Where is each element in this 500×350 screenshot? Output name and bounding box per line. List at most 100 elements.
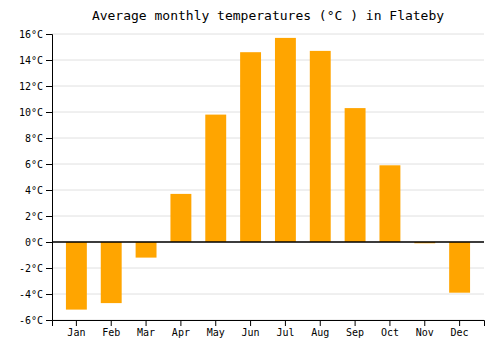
x-tick-mark	[459, 320, 460, 326]
x-tick-mark	[389, 320, 390, 326]
title: Average monthly temperatures (°C ) in Fl…	[92, 8, 444, 23]
y-tick: 16°C	[19, 29, 52, 40]
bar	[379, 165, 400, 242]
x-tick-label: Oct	[381, 327, 399, 338]
chart: -6°C -4°C -2°C 0°C 2°C 4°C 6°C 8°C 10°C 12°C 14°C 1…	[0, 0, 500, 350]
y-tick-label: 0°C	[25, 237, 43, 248]
x-tick-mark	[285, 320, 286, 326]
bar	[101, 242, 122, 303]
x-tick-label: Dec	[451, 327, 469, 338]
bar	[205, 115, 226, 242]
y-axis: -6°C -4°C -2°C 0°C 2°C 4°C 6°C 8°C 10°C 12°C 14°C 1…	[19, 29, 53, 326]
grid-line	[52, 34, 484, 35]
x-tick-mark	[111, 320, 112, 326]
x-tick-mark	[424, 320, 425, 326]
y-tick: 8°C	[25, 133, 52, 144]
y-tick: -6°C	[19, 315, 52, 326]
x-tick-mark	[215, 320, 216, 326]
y-tick: 6°C	[25, 159, 52, 170]
zero-line	[52, 241, 484, 243]
grid-line	[52, 242, 484, 243]
y-tick-mark	[46, 138, 52, 139]
x-tick: Feb	[102, 320, 120, 338]
y-tick-label: 4°C	[25, 185, 43, 196]
x-tick-label: Jul	[276, 327, 294, 338]
x-tick-label: Mar	[137, 327, 155, 338]
y-tick: 2°C	[25, 211, 52, 222]
x-tick-label: Apr	[172, 327, 190, 338]
x-tick: Oct	[381, 320, 399, 338]
x-tick-label: Jun	[242, 327, 260, 338]
grid-line	[52, 190, 484, 191]
y-tick-label: -4°C	[19, 289, 43, 300]
x-tick: Sep	[346, 320, 364, 338]
y-tick: 10°C	[19, 107, 52, 118]
bar	[136, 242, 157, 258]
plot: -6°C -4°C -2°C 0°C 2°C 4°C 6°C 8°C 10°C 12°C 14°C 1…	[19, 29, 485, 338]
x-tick: Aug	[311, 320, 329, 338]
y-tick-mark	[46, 112, 52, 113]
y-tick-label: 10°C	[19, 107, 43, 118]
y-tick-label: 16°C	[19, 29, 43, 40]
bar	[449, 242, 470, 293]
y-tick-label: 12°C	[19, 81, 43, 92]
x-tick-label: Aug	[311, 327, 329, 338]
y-tick-label: 2°C	[25, 211, 43, 222]
y-tick-mark	[46, 216, 52, 217]
y-tick-label: -2°C	[19, 263, 43, 274]
grid-line	[52, 112, 484, 113]
y-tick-mark	[46, 164, 52, 165]
grid-line	[52, 216, 484, 217]
x-tick: May	[207, 320, 225, 338]
y-tick-mark	[46, 190, 52, 191]
grid-line	[52, 86, 484, 87]
y-tick-mark	[46, 60, 52, 61]
x-axis-line	[53, 321, 485, 327]
y-tick-mark	[46, 268, 52, 269]
y-tick-label: 14°C	[19, 55, 43, 66]
grid	[52, 34, 484, 320]
y-tick-mark	[46, 86, 52, 87]
y-tick: 0°C	[25, 237, 52, 248]
x-tick-label: Jan	[67, 327, 85, 338]
bar	[66, 242, 87, 310]
y-axis-line	[46, 35, 53, 321]
x-tick-mark	[320, 320, 321, 326]
x-tick-label: Sep	[346, 327, 364, 338]
bar	[310, 51, 331, 242]
bar	[240, 52, 261, 242]
x-tick-mark	[146, 320, 147, 326]
y-tick: -4°C	[19, 289, 52, 300]
y-tick-mark	[46, 294, 52, 295]
x-tick-label: Nov	[416, 327, 434, 338]
grid-line	[52, 164, 484, 165]
y-tick: 12°C	[19, 81, 52, 92]
x-tick: Jun	[242, 320, 260, 338]
x-tick-mark	[355, 320, 356, 326]
bars	[66, 38, 470, 310]
x-tick: Apr	[172, 320, 190, 338]
x-tick-mark	[180, 320, 181, 326]
y-tick: 14°C	[19, 55, 52, 66]
bar	[170, 194, 191, 242]
x-tick: Dec	[451, 320, 469, 338]
y-tick-mark	[46, 242, 52, 243]
y-tick: 4°C	[25, 185, 52, 196]
bar	[275, 38, 296, 242]
bar	[345, 108, 366, 242]
grid-line	[52, 60, 484, 61]
x-tick: Jul	[276, 320, 294, 338]
x-axis: Jan Feb Mar Apr May Jun Jul Aug Sep Oct Nov Dec	[53, 320, 485, 338]
y-tick: -2°C	[19, 263, 52, 274]
x-tick-mark	[76, 320, 77, 326]
x-tick-label: Feb	[102, 327, 120, 338]
x-tick: Mar	[137, 320, 155, 338]
y-tick-label: -6°C	[19, 315, 43, 326]
y-tick-mark	[46, 34, 52, 35]
grid-line	[52, 138, 484, 139]
x-tick-mark	[250, 320, 251, 326]
x-tick-label: May	[207, 327, 225, 338]
x-tick: Nov	[416, 320, 434, 338]
y-tick-mark	[46, 320, 52, 321]
y-tick-label: 6°C	[25, 159, 43, 170]
